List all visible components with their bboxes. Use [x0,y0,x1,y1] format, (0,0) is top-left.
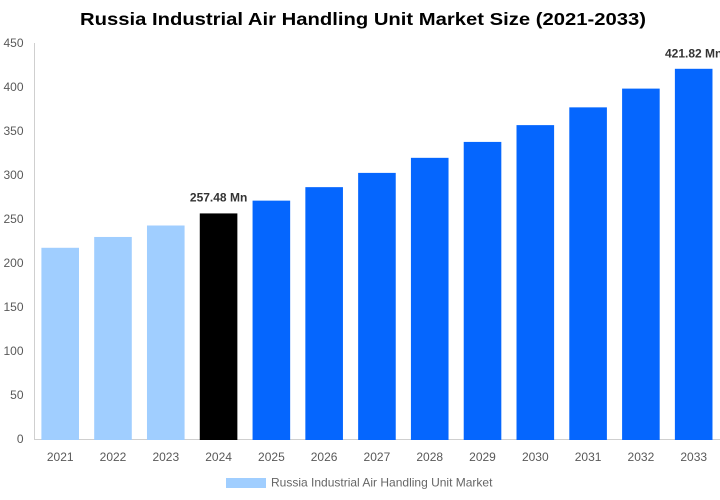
svg-text:50: 50 [10,388,24,402]
svg-text:421.82 Mn: 421.82 Mn [665,46,720,60]
svg-text:2026: 2026 [311,450,338,464]
svg-text:300: 300 [3,168,23,182]
svg-text:2022: 2022 [100,450,127,464]
svg-text:400: 400 [3,80,23,94]
svg-text:2030: 2030 [522,450,549,464]
svg-text:2028: 2028 [416,450,443,464]
svg-text:2031: 2031 [575,450,602,464]
svg-text:Russia Industrial Air Handling: Russia Industrial Air Handling Unit Mark… [271,476,493,490]
svg-text:2027: 2027 [364,450,391,464]
svg-text:2024: 2024 [205,450,232,464]
svg-text:350: 350 [3,124,23,138]
svg-text:200: 200 [3,256,23,270]
svg-text:0: 0 [17,432,24,446]
svg-text:2021: 2021 [47,450,74,464]
svg-text:100: 100 [3,344,23,358]
svg-text:450: 450 [3,36,23,50]
svg-text:2033: 2033 [680,450,707,464]
svg-text:257.48 Mn: 257.48 Mn [190,190,247,204]
svg-text:150: 150 [3,300,23,314]
svg-text:2029: 2029 [469,450,496,464]
svg-text:Russia Industrial Air Handling: Russia Industrial Air Handling Unit Mark… [80,9,646,29]
svg-text:250: 250 [3,212,23,226]
svg-text:2032: 2032 [628,450,655,464]
svg-text:2023: 2023 [152,450,179,464]
svg-text:2025: 2025 [258,450,285,464]
